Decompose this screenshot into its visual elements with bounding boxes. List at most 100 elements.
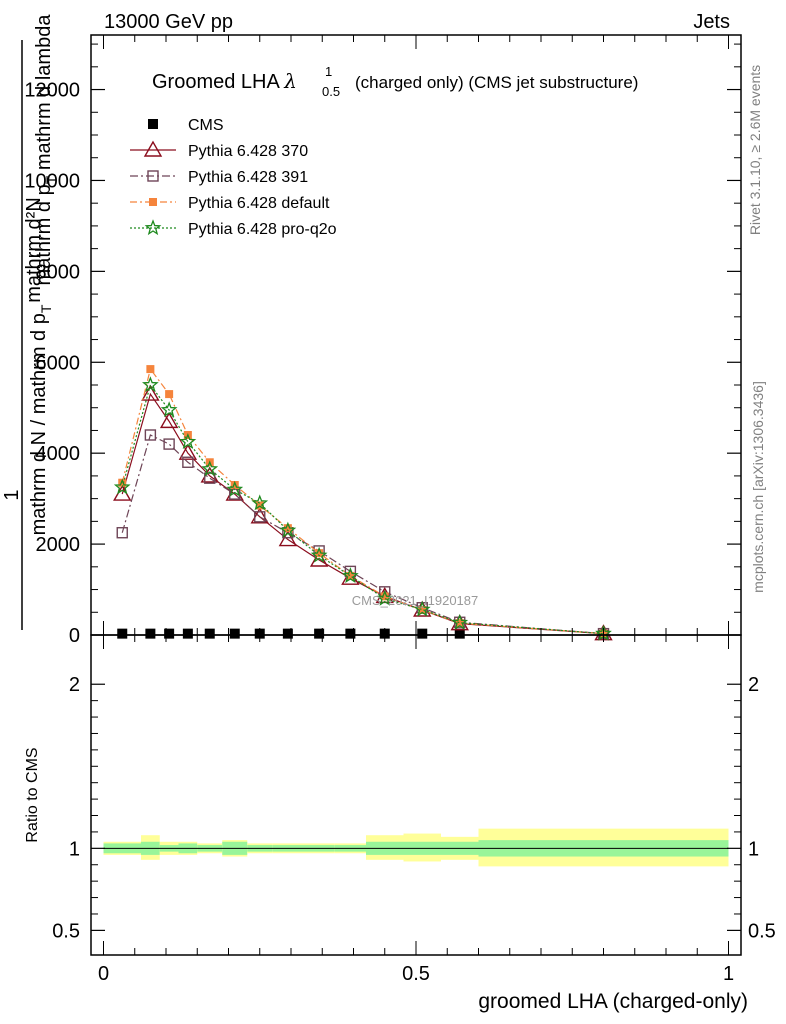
mcplots-label: mcplots.cern.ch [arXiv:1306.3436] (750, 381, 766, 593)
rivet-label: Rivet 3.1.10, ≥ 2.6M events (747, 65, 763, 235)
y-axis-title-line4: mathrm d N / mathrm d pT (28, 304, 54, 535)
data-point-cms (182, 628, 193, 639)
data-point-pq2o-shape (160, 401, 178, 418)
data-point-cms (345, 628, 356, 639)
data-point-pdefault (165, 390, 174, 399)
data-point-p370-shape (141, 384, 160, 401)
legend-label-p370: Pythia 6.428 370 (188, 143, 308, 160)
data-point-pq2o (142, 376, 159, 393)
data-point-pq2o-shape (310, 546, 328, 563)
data-point-pq2o-shape (376, 589, 394, 606)
data-point-pdefault-shape (380, 592, 389, 601)
data-point-pq2o (413, 600, 431, 617)
svg-text:Groomed LHA λ: Groomed LHA λ (152, 69, 297, 93)
y-axis-title-line2: mathrm d pT mathrm d lambda (33, 14, 59, 286)
data-point-pq2o-shape (201, 460, 219, 477)
data-point-pq2o (376, 589, 394, 606)
y-axis-title-line4-sub: T (38, 304, 54, 313)
legend-marker-p370 (143, 140, 163, 157)
data-point-pq2o-shape (179, 433, 197, 449)
legend-marker-cms (148, 119, 158, 129)
data-point-p370 (141, 384, 160, 401)
data-point-cms (282, 628, 293, 639)
data-point-p391-shape (163, 438, 175, 450)
main-y-tick-label: 12000 (24, 80, 80, 102)
legend-marker-pq2o-shape (144, 219, 162, 236)
legend-marker-p391 (147, 170, 159, 182)
ratio-y-tick-label-left: 2 (69, 674, 80, 696)
data-point-pq2o-shape (451, 613, 469, 630)
legend-item-p391: Pythia 6.428 391 (130, 169, 308, 186)
data-point-pq2o (310, 546, 328, 563)
main-plot-panel: 0 2000 4000 6000 8000 10000 12000 (24, 34, 742, 647)
legend-label-pq2o: Pythia 6.428 pro-q2o (188, 221, 337, 238)
data-point-p370 (159, 411, 179, 429)
data-point-p370-shape (178, 443, 198, 460)
data-point-pq2o (179, 433, 197, 449)
legend-item-pdefault: Pythia 6.428 default (130, 195, 330, 212)
data-point-pdefault (283, 524, 292, 533)
legend: CMS Pythia 6.428 370 Pythia 6.428 391 Pythi… (130, 117, 337, 238)
data-point-p391 (144, 429, 157, 441)
legend-label-pdefault: Pythia 6.428 default (188, 195, 330, 212)
data-point-pdefault (418, 606, 427, 614)
data-point-pdefault (146, 365, 155, 374)
data-point-pq2o (113, 478, 131, 495)
main-y-tick-label: 0 (69, 625, 80, 647)
data-point-pdefault-shape (283, 524, 292, 533)
data-point-pdefault-shape (455, 619, 464, 628)
x-axis-title: groomed LHA (charged-only) (478, 990, 748, 1013)
x-tick-label: 0.5 (402, 963, 430, 985)
data-point-p391 (116, 527, 128, 539)
ratio-frame (90, 634, 742, 956)
legend-item-p370: Pythia 6.428 370 (130, 140, 308, 160)
data-point-p370-shape (278, 530, 298, 547)
data-point-p391-shape (116, 527, 128, 539)
title-main: Groomed LHA (152, 71, 284, 93)
data-point-pq2o-shape (142, 376, 159, 393)
data-point-pq2o (342, 567, 359, 584)
data-point-cms (229, 628, 240, 639)
legend-item-pq2o: Pythia 6.428 pro-q2o (130, 219, 337, 238)
title-sub: 0.5 (322, 84, 340, 99)
data-point-p391 (204, 472, 216, 484)
legend-marker-cms-shape (148, 119, 158, 129)
legend-marker-pq2o (144, 219, 162, 236)
y-axis-title-line3: 1 (1, 489, 23, 500)
series-pq2o (113, 376, 612, 641)
title-rest: (charged only) (CMS jet substructure) (355, 73, 638, 92)
legend-label-p391: Pythia 6.428 391 (188, 169, 308, 186)
data-point-cms (164, 628, 175, 639)
data-point-pdefault (230, 481, 239, 489)
data-point-cms (454, 628, 465, 639)
data-point-cms-shape (145, 628, 156, 639)
y-axis-title-line2-main: mathrm d p (33, 184, 55, 285)
data-point-pdefault-shape (118, 478, 127, 487)
main-y-tick-label: 4000 (36, 443, 81, 465)
y-axis-title: mathrm d²N mathrm d pT mathrm d lambda 1… (1, 14, 59, 630)
data-point-p391 (182, 456, 194, 468)
data-point-cms-shape (454, 628, 465, 639)
data-point-p391-shape (182, 456, 194, 468)
data-point-cms-shape (182, 628, 193, 639)
x-tick-label: 0 (98, 963, 109, 985)
data-point-pdefault-shape (230, 481, 239, 489)
ratio-y-axis-title: Ratio to CMS (24, 747, 41, 842)
ratio-y-tick-label-left: 0.5 (52, 920, 80, 942)
data-point-pq2o-shape (226, 480, 244, 497)
data-point-cms-shape (345, 628, 356, 639)
data-point-pq2o (226, 480, 244, 497)
y-axis-title-line1: mathrm d²N (23, 197, 45, 303)
data-point-pq2o-shape (113, 478, 131, 495)
data-point-p391 (163, 438, 175, 450)
title-symbol: λ (283, 69, 297, 93)
ratio-y-tick-label-right: 0.5 (748, 920, 776, 942)
data-point-pdefault (346, 571, 355, 580)
data-point-pdefault (118, 478, 127, 487)
data-point-cms (417, 628, 428, 639)
data-point-pq2o-shape (342, 567, 359, 584)
plot-title: Groomed LHA λ 1 0.5 (charged only) (CMS … (152, 64, 638, 99)
data-point-pdefault (380, 592, 389, 601)
data-point-cms (204, 628, 215, 639)
